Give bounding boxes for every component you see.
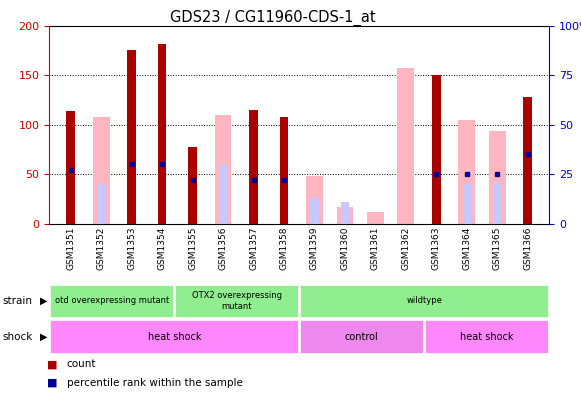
Bar	[66, 111, 75, 224]
Bar	[367, 212, 384, 224]
Bar	[158, 44, 166, 224]
Bar	[188, 147, 197, 224]
Bar	[279, 117, 288, 224]
Text: GDS23 / CG11960-CDS-1_at: GDS23 / CG11960-CDS-1_at	[170, 10, 376, 26]
Bar	[493, 182, 501, 224]
Bar	[249, 110, 258, 224]
Text: ■: ■	[47, 378, 58, 388]
Bar	[214, 115, 231, 224]
Bar	[432, 75, 440, 224]
Bar	[127, 50, 136, 224]
Text: percentile rank within the sample: percentile rank within the sample	[67, 378, 243, 388]
Text: heat shock: heat shock	[460, 331, 514, 342]
Bar	[51, 320, 298, 353]
Bar	[97, 184, 105, 224]
Text: shock: shock	[3, 331, 33, 342]
Text: OTX2 overexpressing
mutant: OTX2 overexpressing mutant	[192, 291, 282, 310]
Bar	[340, 202, 349, 224]
Bar	[175, 285, 298, 317]
Bar	[219, 164, 227, 224]
Bar	[300, 320, 423, 353]
Text: heat shock: heat shock	[148, 331, 201, 342]
Text: count: count	[67, 359, 96, 369]
Text: ■: ■	[47, 359, 58, 369]
Bar	[336, 207, 353, 224]
Bar	[306, 176, 323, 224]
Bar	[462, 184, 471, 224]
Bar	[489, 131, 505, 224]
Bar	[310, 198, 318, 224]
Text: strain: strain	[3, 296, 33, 306]
Text: control: control	[345, 331, 379, 342]
Text: wildtype: wildtype	[406, 297, 442, 305]
Text: ▶: ▶	[40, 296, 47, 306]
Bar	[523, 97, 532, 224]
Bar	[51, 285, 173, 317]
Bar	[458, 120, 475, 224]
Bar	[397, 68, 414, 224]
Bar	[93, 117, 110, 224]
Text: otd overexpressing mutant: otd overexpressing mutant	[55, 297, 169, 305]
Bar	[425, 320, 548, 353]
Bar	[300, 285, 548, 317]
Text: ▶: ▶	[40, 331, 47, 342]
